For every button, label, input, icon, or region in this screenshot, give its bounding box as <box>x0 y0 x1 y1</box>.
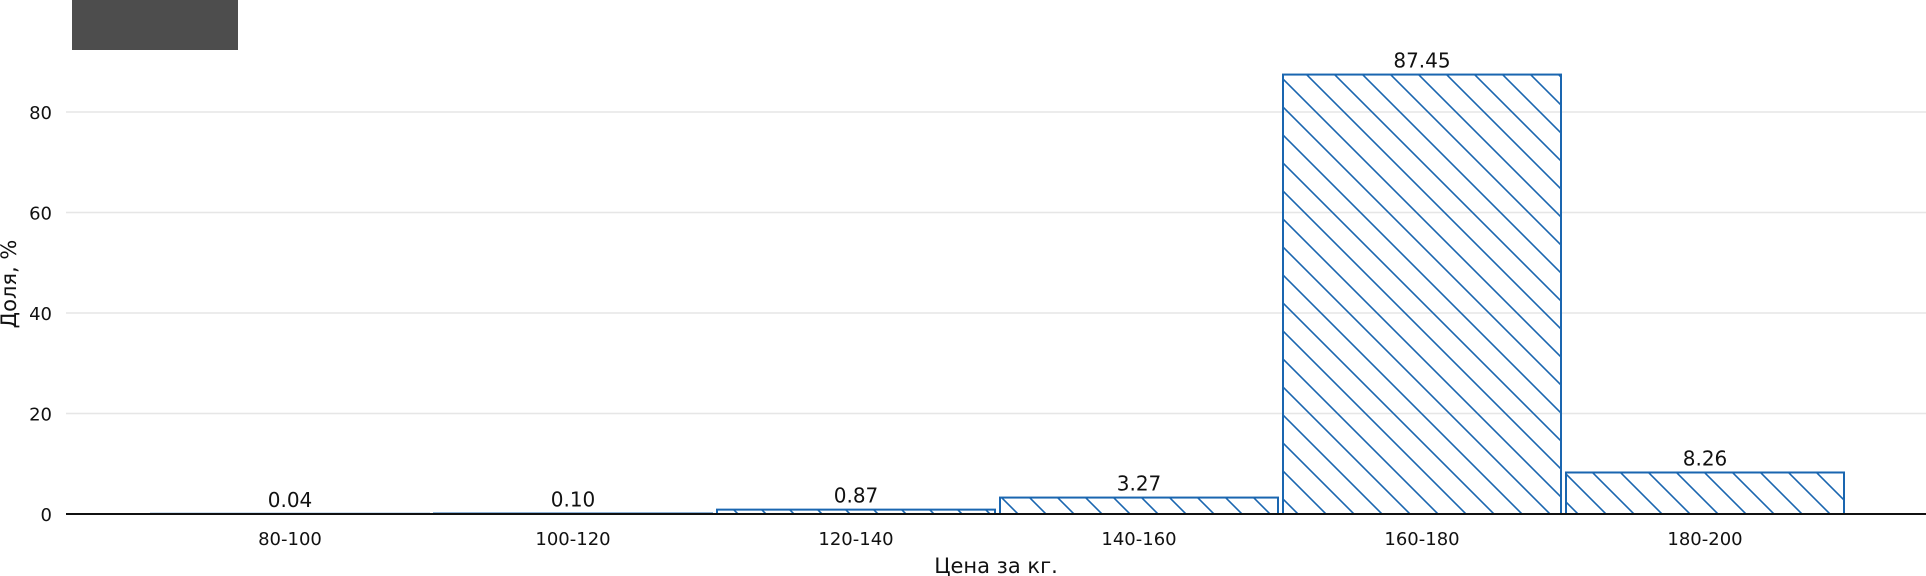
y-tick-label: 20 <box>29 405 52 426</box>
x-tick-label: 160-180 <box>1384 529 1459 550</box>
legend-box <box>72 0 238 50</box>
y-axis-title: Доля, % <box>0 240 21 329</box>
data-label: 3.27 <box>1117 472 1162 496</box>
data-label: 0.10 <box>551 487 596 511</box>
x-tick-label: 100-120 <box>535 529 610 550</box>
x-tick-label: 120-140 <box>818 529 893 550</box>
y-tick-label: 40 <box>29 304 52 325</box>
y-tick-labels: 0 20 40 60 80 <box>29 103 52 526</box>
bar-140-160 <box>999 496 1279 515</box>
y-tick-label: 0 <box>41 505 52 526</box>
x-axis-title: Цена за кг. <box>934 554 1058 576</box>
data-label: 87.45 <box>1393 49 1450 73</box>
y-tick-label: 80 <box>29 103 52 124</box>
y-tick-label: 60 <box>29 204 52 225</box>
x-tick-label: 140-160 <box>1101 529 1176 550</box>
bars <box>150 73 1845 516</box>
x-tick-label: 80-100 <box>258 529 322 550</box>
bar-160-180 <box>1282 73 1562 515</box>
data-labels: 0.04 0.10 0.87 3.27 87.45 8.26 <box>268 49 1728 512</box>
x-tick-label: 180-200 <box>1667 529 1742 550</box>
data-label: 0.04 <box>268 488 313 512</box>
data-label: 8.26 <box>1683 446 1728 470</box>
gridlines <box>66 111 1926 415</box>
x-tick-labels: 80-100 100-120 120-140 140-160 160-180 180-20… <box>258 529 1742 550</box>
data-label: 0.87 <box>834 484 879 508</box>
bar-180-200 <box>1565 471 1845 515</box>
